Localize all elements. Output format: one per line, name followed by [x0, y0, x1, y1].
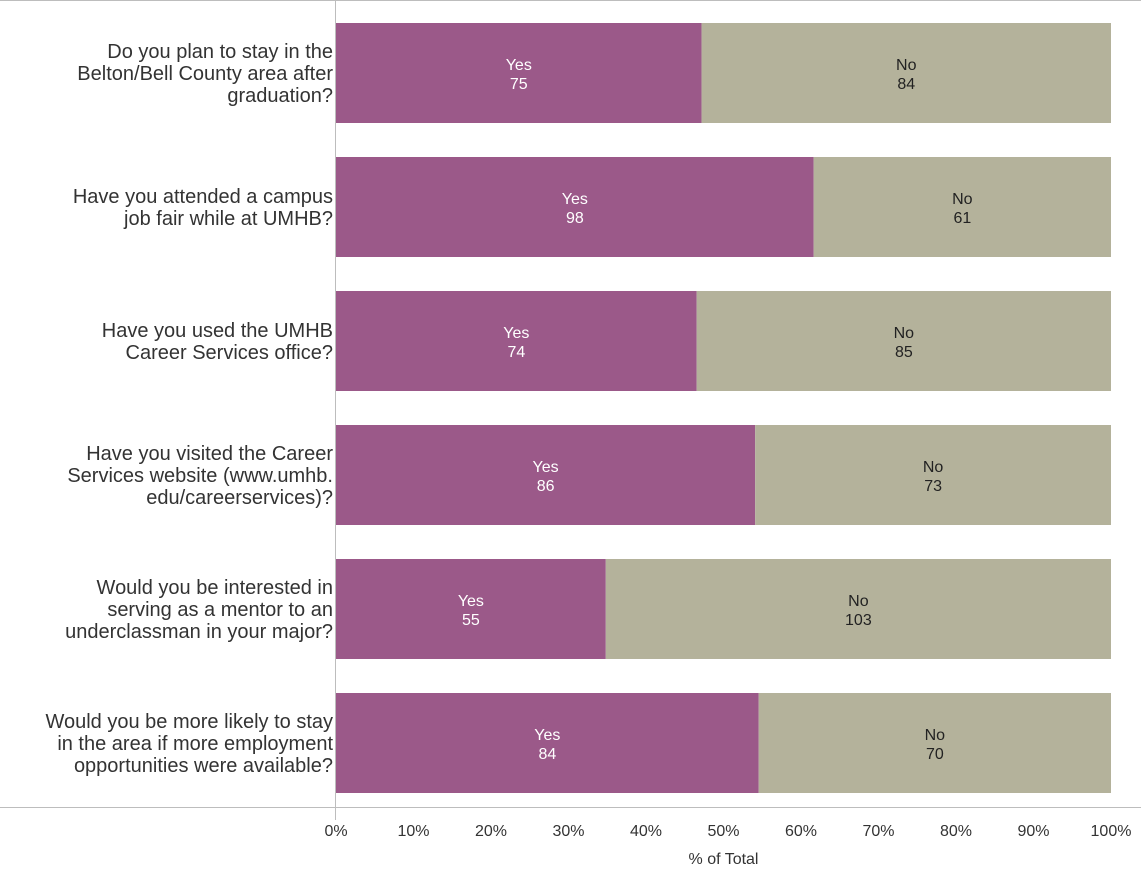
- data-label-no: 103: [845, 612, 872, 629]
- category-label: Would you be more likely to stay in the a…: [45, 711, 333, 777]
- x-tick-label: 100%: [1091, 823, 1132, 840]
- series-label-no: No: [894, 325, 915, 342]
- data-label-no: 73: [924, 478, 942, 495]
- category-label: Have you visited the Career Services webs…: [67, 443, 333, 509]
- category-label: Would you be interested in serving as a m…: [65, 577, 333, 643]
- bar-row: Would you be interested in serving as a m…: [65, 559, 1111, 659]
- category-label-line: Have you attended a campus: [73, 186, 333, 208]
- category-label-line: in the area if more employment: [57, 733, 333, 755]
- bar-segment-yes: [336, 23, 702, 123]
- bar-segment-no: [755, 425, 1111, 525]
- category-label-line: Career Services office?: [126, 342, 334, 364]
- chart-axes: [0, 0, 1141, 820]
- series-label-no: No: [848, 593, 869, 610]
- category-label-line: Have you visited the Career: [86, 443, 333, 465]
- data-label-yes: 75: [510, 76, 528, 93]
- category-label: Do you plan to stay in the Belton/Bell Co…: [77, 41, 333, 107]
- category-label-line: graduation?: [227, 85, 333, 107]
- x-axis: 0% 10% 20% 30% 40% 50% 60% 70% 80% 90% 100% % of To…: [324, 823, 1131, 868]
- series-label-yes: Yes: [562, 191, 588, 208]
- data-label-yes: 74: [507, 344, 525, 361]
- category-label-line: Would you be more likely to stay: [45, 711, 333, 733]
- data-label-yes: 98: [566, 210, 584, 227]
- bar-row: Have you visited the Career Services webs…: [67, 425, 1111, 525]
- x-tick-label: 60%: [785, 823, 817, 840]
- x-tick-label: 70%: [862, 823, 894, 840]
- x-tick-label: 90%: [1017, 823, 1049, 840]
- bar-row: Have you used the UMHB Career Services of…: [102, 291, 1111, 391]
- series-label-no: No: [952, 191, 973, 208]
- data-label-yes: 55: [462, 612, 480, 629]
- chart-rows: Do you plan to stay in the Belton/Bell Co…: [45, 23, 1111, 793]
- data-label-no: 85: [895, 344, 913, 361]
- data-label-no: 70: [926, 746, 944, 763]
- bar-row: Do you plan to stay in the Belton/Bell Co…: [77, 23, 1111, 123]
- series-label-yes: Yes: [458, 593, 484, 610]
- data-label-no: 61: [953, 210, 971, 227]
- category-label: Have you used the UMHB Career Services of…: [102, 320, 333, 364]
- series-label-yes: Yes: [533, 459, 559, 476]
- bar-segment-yes: [336, 693, 759, 793]
- bar-segment-no: [701, 23, 1111, 123]
- category-label: Have you attended a campus job fair while…: [73, 186, 333, 230]
- category-label-line: Services website (www.umhb.: [67, 465, 333, 487]
- category-label-line: edu/careerservices)?: [146, 487, 333, 509]
- category-label-line: job fair while at UMHB?: [123, 208, 333, 230]
- series-label-yes: Yes: [503, 325, 529, 342]
- bar-segment-yes: [336, 291, 697, 391]
- bar-segment-yes: [336, 157, 814, 257]
- data-label-yes: 86: [537, 478, 555, 495]
- bar-segment-no: [605, 559, 1111, 659]
- category-label-line: opportunities were available?: [74, 755, 333, 777]
- series-label-no: No: [925, 727, 946, 744]
- category-label-line: Do you plan to stay in the: [107, 41, 333, 63]
- data-label-yes: 84: [538, 746, 556, 763]
- bar-segment-no: [758, 693, 1111, 793]
- bar-segment-yes: [336, 425, 756, 525]
- bar-segment-no: [813, 157, 1111, 257]
- category-label-line: Belton/Bell County area after: [77, 63, 333, 85]
- category-label-line: serving as a mentor to an: [107, 599, 333, 621]
- series-label-yes: Yes: [534, 727, 560, 744]
- x-tick-label: 20%: [475, 823, 507, 840]
- x-tick-label: 80%: [940, 823, 972, 840]
- category-label-line: Have you used the UMHB: [102, 320, 333, 342]
- bar-row: Would you be more likely to stay in the a…: [45, 693, 1111, 793]
- series-label-no: No: [896, 57, 917, 74]
- bar-segment-no: [696, 291, 1111, 391]
- category-label-line: Would you be interested in: [97, 577, 333, 599]
- series-label-yes: Yes: [506, 57, 532, 74]
- bar-segment-yes: [336, 559, 606, 659]
- x-tick-label: 10%: [397, 823, 429, 840]
- x-tick-label: 40%: [630, 823, 662, 840]
- data-label-no: 84: [897, 76, 915, 93]
- x-tick-label: 0%: [324, 823, 347, 840]
- bar-row: Have you attended a campus job fair while…: [73, 157, 1111, 257]
- x-tick-label: 50%: [707, 823, 739, 840]
- x-tick-label: 30%: [552, 823, 584, 840]
- category-label-line: underclassman in your major?: [65, 621, 333, 643]
- x-axis-title: % of Total: [689, 851, 759, 868]
- series-label-no: No: [923, 459, 944, 476]
